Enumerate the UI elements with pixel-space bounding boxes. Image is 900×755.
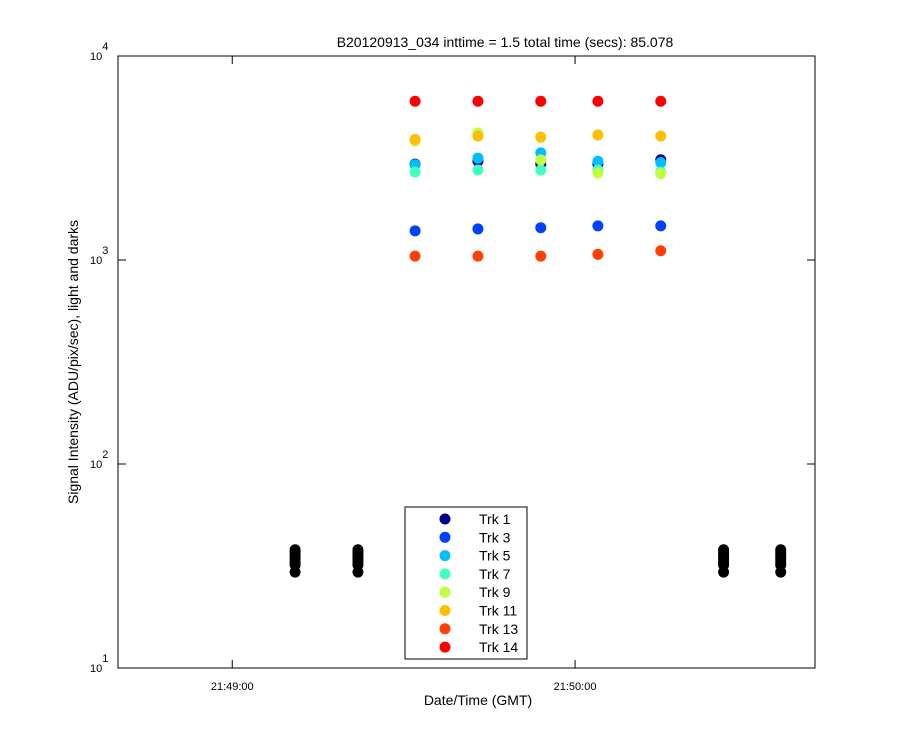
chart-title: B20120913_034 inttime = 1.5 total time (… <box>337 34 674 50</box>
point <box>535 154 547 166</box>
y-tick-label: 102 <box>90 449 108 471</box>
legend-label: Trk 5 <box>479 548 511 564</box>
y-tick-label: 104 <box>90 41 108 63</box>
legend-marker <box>439 586 451 598</box>
y-tick-exponent: 2 <box>102 449 108 461</box>
point <box>535 250 547 262</box>
legend-marker <box>439 513 451 525</box>
point <box>655 130 667 142</box>
dark-point <box>718 566 730 578</box>
point <box>655 245 667 257</box>
dark-point <box>352 566 364 578</box>
legend-marker <box>439 568 451 580</box>
dark-point <box>289 566 301 578</box>
point <box>409 225 421 237</box>
point <box>409 133 421 145</box>
legend-label: Trk 14 <box>479 639 518 655</box>
point <box>409 250 421 262</box>
legend-label: Trk 11 <box>479 603 517 619</box>
point <box>592 220 604 232</box>
point <box>535 222 547 234</box>
x-tick-label: 21:50:00 <box>554 681 597 693</box>
legend-box <box>404 506 528 660</box>
point <box>592 129 604 141</box>
legend-label: Trk 9 <box>479 584 511 600</box>
legend-label: Trk 7 <box>479 566 511 582</box>
y-tick-base: 10 <box>90 663 102 675</box>
y-tick-base: 10 <box>90 255 102 267</box>
point <box>472 152 484 164</box>
plot-frame <box>117 55 816 669</box>
point <box>535 131 547 143</box>
legend-marker <box>439 550 451 562</box>
point <box>535 95 547 107</box>
legend-marker <box>439 641 451 653</box>
legend-marker <box>439 531 451 543</box>
point <box>472 250 484 262</box>
point <box>535 164 547 176</box>
y-tick-exponent: 1 <box>102 653 108 665</box>
dark-point <box>775 566 787 578</box>
y-tick-base: 10 <box>90 51 102 63</box>
point <box>472 95 484 107</box>
point <box>592 155 604 167</box>
point <box>655 157 667 169</box>
point <box>472 223 484 235</box>
y-tick-exponent: 4 <box>102 41 108 53</box>
legend-marker <box>439 623 451 635</box>
point <box>472 130 484 142</box>
point <box>472 164 484 176</box>
point <box>409 166 421 178</box>
point <box>655 168 667 180</box>
y-axis-label: Signal Intensity (ADU/pix/sec), light an… <box>65 220 81 504</box>
point <box>592 167 604 179</box>
x-tick-label: 21:49:00 <box>211 681 254 693</box>
y-tick-base: 10 <box>90 459 102 471</box>
legend-label: Trk 13 <box>479 621 518 637</box>
point <box>655 95 667 107</box>
y-tick-label: 103 <box>90 245 108 267</box>
x-axis-label: Date/Time (GMT) <box>424 692 532 708</box>
point <box>409 95 421 107</box>
point <box>592 95 604 107</box>
point <box>655 220 667 232</box>
legend-label: Trk 1 <box>479 511 511 527</box>
y-tick-exponent: 3 <box>102 245 108 257</box>
y-tick-label: 101 <box>90 653 108 675</box>
point <box>592 248 604 260</box>
legend-marker <box>439 605 451 616</box>
legend-label: Trk 3 <box>479 529 511 545</box>
